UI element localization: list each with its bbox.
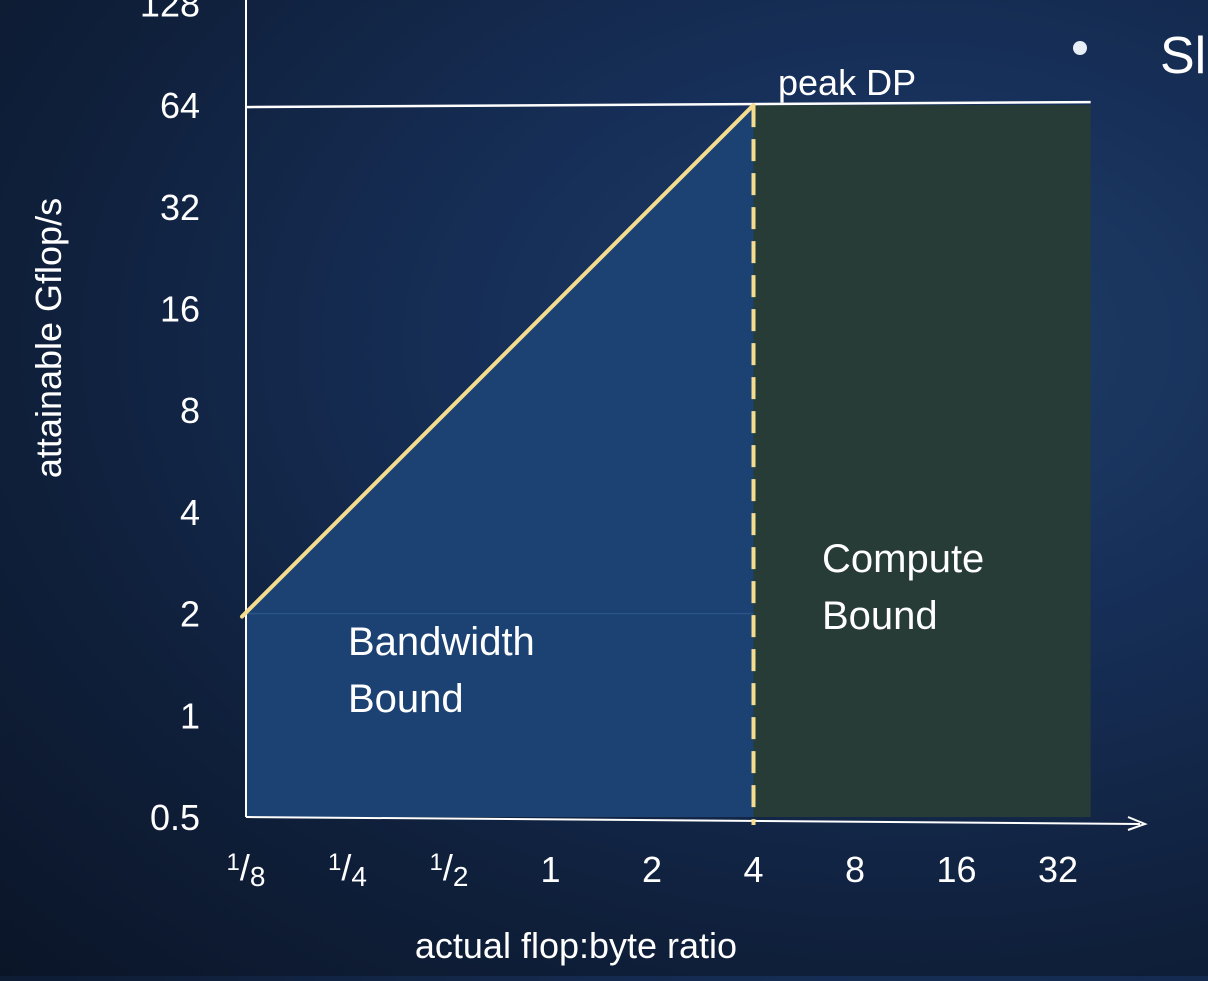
x-tick-slash: /: [240, 847, 250, 888]
bandwidth-bound-label: Bandwidth: [348, 620, 535, 664]
compute-bound-region: [753, 105, 1091, 818]
x-tick-numerator: 1: [430, 849, 443, 876]
y-tick-label: 4: [180, 492, 200, 533]
x-tick-denominator: 2: [453, 861, 469, 892]
peak-dp-line: [245, 100, 1091, 109]
x-axis-arrowhead: [1127, 816, 1148, 831]
bandwidth-roof-line: [240, 103, 756, 619]
compute-bound-label: Compute: [822, 537, 984, 581]
x-tick-denominator: 8: [250, 861, 266, 892]
compute-bound-label: Bound: [822, 594, 938, 638]
x-tick-label: 16: [936, 849, 976, 890]
bullet-dot: [1073, 41, 1087, 55]
y-tick-label: 2: [180, 594, 200, 635]
x-tick-denominator: 4: [351, 861, 367, 892]
x-axis-line: [245, 816, 1141, 825]
y-tick-label: 0.5: [150, 797, 200, 838]
x-tick-label: 32: [1038, 849, 1078, 890]
y-tick-label: 64: [160, 85, 200, 126]
y-tick-label: 128: [140, 0, 200, 24]
y-tick-label: 16: [160, 289, 200, 330]
y-tick-label: 32: [160, 187, 200, 228]
x-tick-slash: /: [443, 847, 453, 888]
x-tick-numerator: 1: [227, 849, 240, 876]
x-tick-label: 8: [845, 849, 865, 890]
bandwidth-bound-label: Bound: [348, 677, 464, 721]
x-tick-label: 1/4: [328, 847, 367, 892]
x-tick-label: 1: [540, 849, 560, 890]
x-tick-label: 4: [743, 849, 763, 890]
x-tick-label: 1/2: [430, 847, 469, 892]
x-tick-label: 2: [642, 849, 662, 890]
y-axis-title: attainable Gflop/s: [28, 198, 69, 478]
y-tick-label: 1: [180, 695, 200, 736]
x-tick-label: 1/8: [227, 847, 266, 892]
bullet-text: Sl: [1160, 27, 1206, 85]
x-tick-slash: /: [341, 847, 351, 888]
x-tick-numerator: 1: [328, 849, 341, 876]
bandwidth-bound-region: [246, 105, 754, 818]
x-axis-title: actual flop:byte ratio: [415, 925, 737, 966]
peak-dp-label: peak DP: [778, 62, 916, 103]
y-tick-label: 8: [180, 390, 200, 431]
